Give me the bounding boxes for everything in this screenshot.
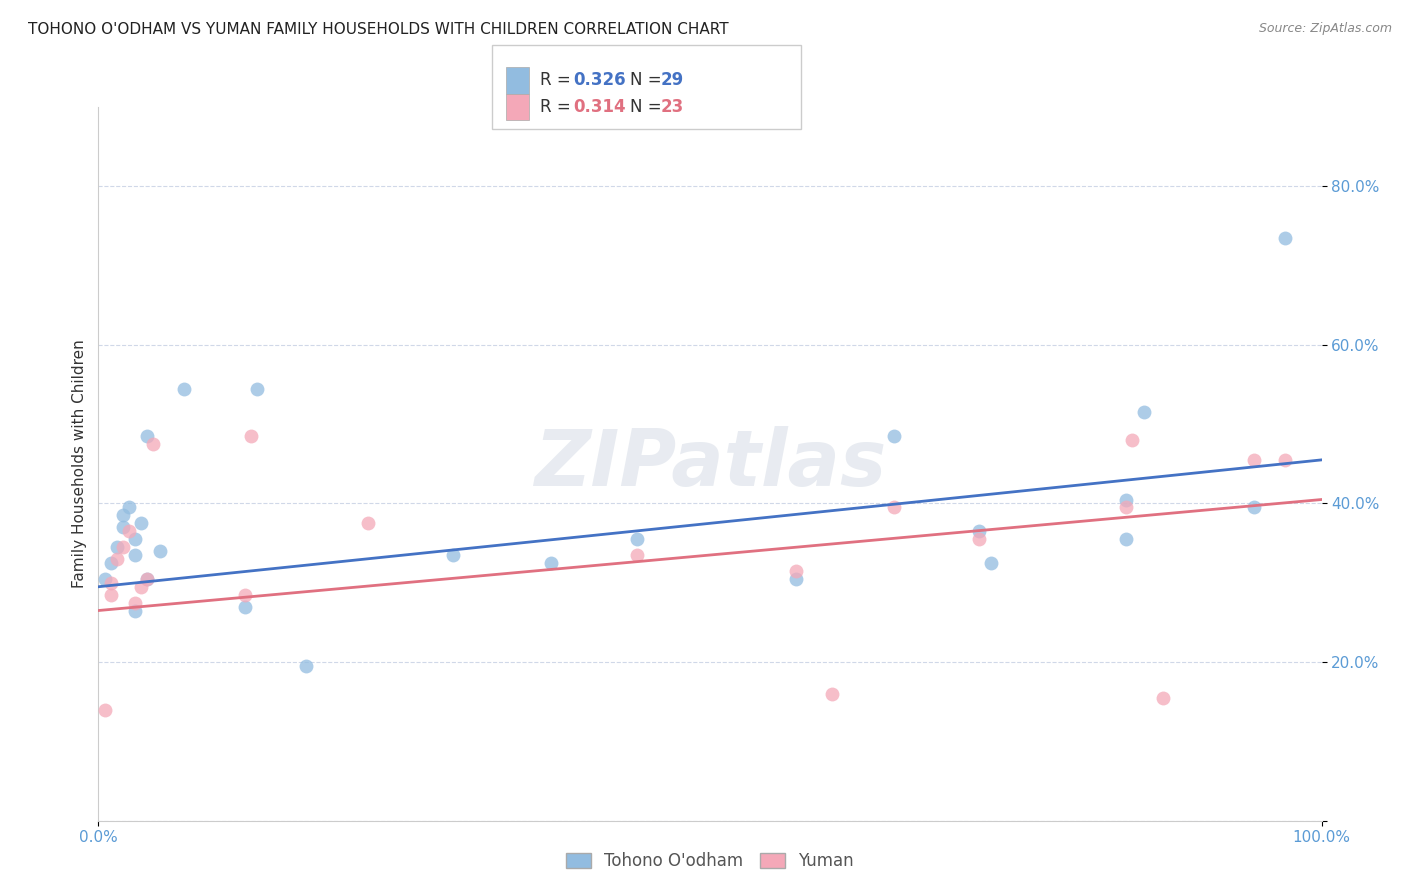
Point bbox=[356, 516, 378, 531]
Point bbox=[441, 548, 464, 562]
Point bbox=[100, 588, 122, 602]
Point bbox=[136, 572, 159, 586]
Point bbox=[883, 500, 905, 515]
Point bbox=[124, 596, 146, 610]
Point bbox=[1274, 231, 1296, 245]
Text: R =: R = bbox=[540, 71, 576, 89]
Text: 0.314: 0.314 bbox=[574, 98, 626, 116]
Text: ZIPatlas: ZIPatlas bbox=[534, 425, 886, 502]
Point bbox=[100, 556, 122, 570]
Point bbox=[149, 544, 172, 558]
Text: TOHONO O'ODHAM VS YUMAN FAMILY HOUSEHOLDS WITH CHILDREN CORRELATION CHART: TOHONO O'ODHAM VS YUMAN FAMILY HOUSEHOLD… bbox=[28, 22, 728, 37]
Point bbox=[93, 572, 115, 586]
Point bbox=[1152, 690, 1174, 705]
Text: R =: R = bbox=[540, 98, 576, 116]
Text: 29: 29 bbox=[661, 71, 685, 89]
Point bbox=[240, 429, 263, 443]
Point bbox=[105, 552, 128, 566]
Point bbox=[105, 540, 128, 554]
Point bbox=[1121, 433, 1143, 447]
Legend: Tohono O'odham, Yuman: Tohono O'odham, Yuman bbox=[560, 846, 860, 877]
Y-axis label: Family Households with Children: Family Households with Children bbox=[72, 340, 87, 588]
Point bbox=[883, 429, 905, 443]
Point bbox=[785, 572, 807, 586]
Point bbox=[173, 382, 195, 396]
Point bbox=[821, 687, 844, 701]
Point bbox=[540, 556, 562, 570]
Point bbox=[129, 516, 152, 531]
Point bbox=[129, 580, 152, 594]
Point bbox=[785, 564, 807, 578]
Point bbox=[233, 599, 256, 614]
Text: 0.326: 0.326 bbox=[574, 71, 626, 89]
Point bbox=[626, 548, 648, 562]
Point bbox=[111, 540, 134, 554]
Point bbox=[980, 556, 1002, 570]
Point bbox=[1243, 500, 1265, 515]
Point bbox=[1133, 405, 1156, 419]
Point bbox=[118, 524, 141, 539]
Point bbox=[142, 437, 165, 451]
Point bbox=[124, 603, 146, 617]
Text: Source: ZipAtlas.com: Source: ZipAtlas.com bbox=[1258, 22, 1392, 36]
Point bbox=[124, 548, 146, 562]
Point bbox=[136, 572, 159, 586]
Point bbox=[233, 588, 256, 602]
Text: N =: N = bbox=[630, 98, 666, 116]
Point bbox=[626, 532, 648, 546]
Point bbox=[136, 429, 159, 443]
Point bbox=[1115, 492, 1137, 507]
Point bbox=[967, 524, 990, 539]
Point bbox=[1243, 453, 1265, 467]
Point bbox=[100, 575, 122, 590]
Point bbox=[111, 520, 134, 534]
Point bbox=[93, 703, 115, 717]
Text: N =: N = bbox=[630, 71, 666, 89]
Point bbox=[246, 382, 269, 396]
Point bbox=[1115, 532, 1137, 546]
Point bbox=[295, 659, 318, 673]
Point bbox=[967, 532, 990, 546]
Point bbox=[1115, 500, 1137, 515]
Text: 23: 23 bbox=[661, 98, 685, 116]
Point bbox=[124, 532, 146, 546]
Point bbox=[111, 508, 134, 523]
Point bbox=[118, 500, 141, 515]
Point bbox=[1274, 453, 1296, 467]
